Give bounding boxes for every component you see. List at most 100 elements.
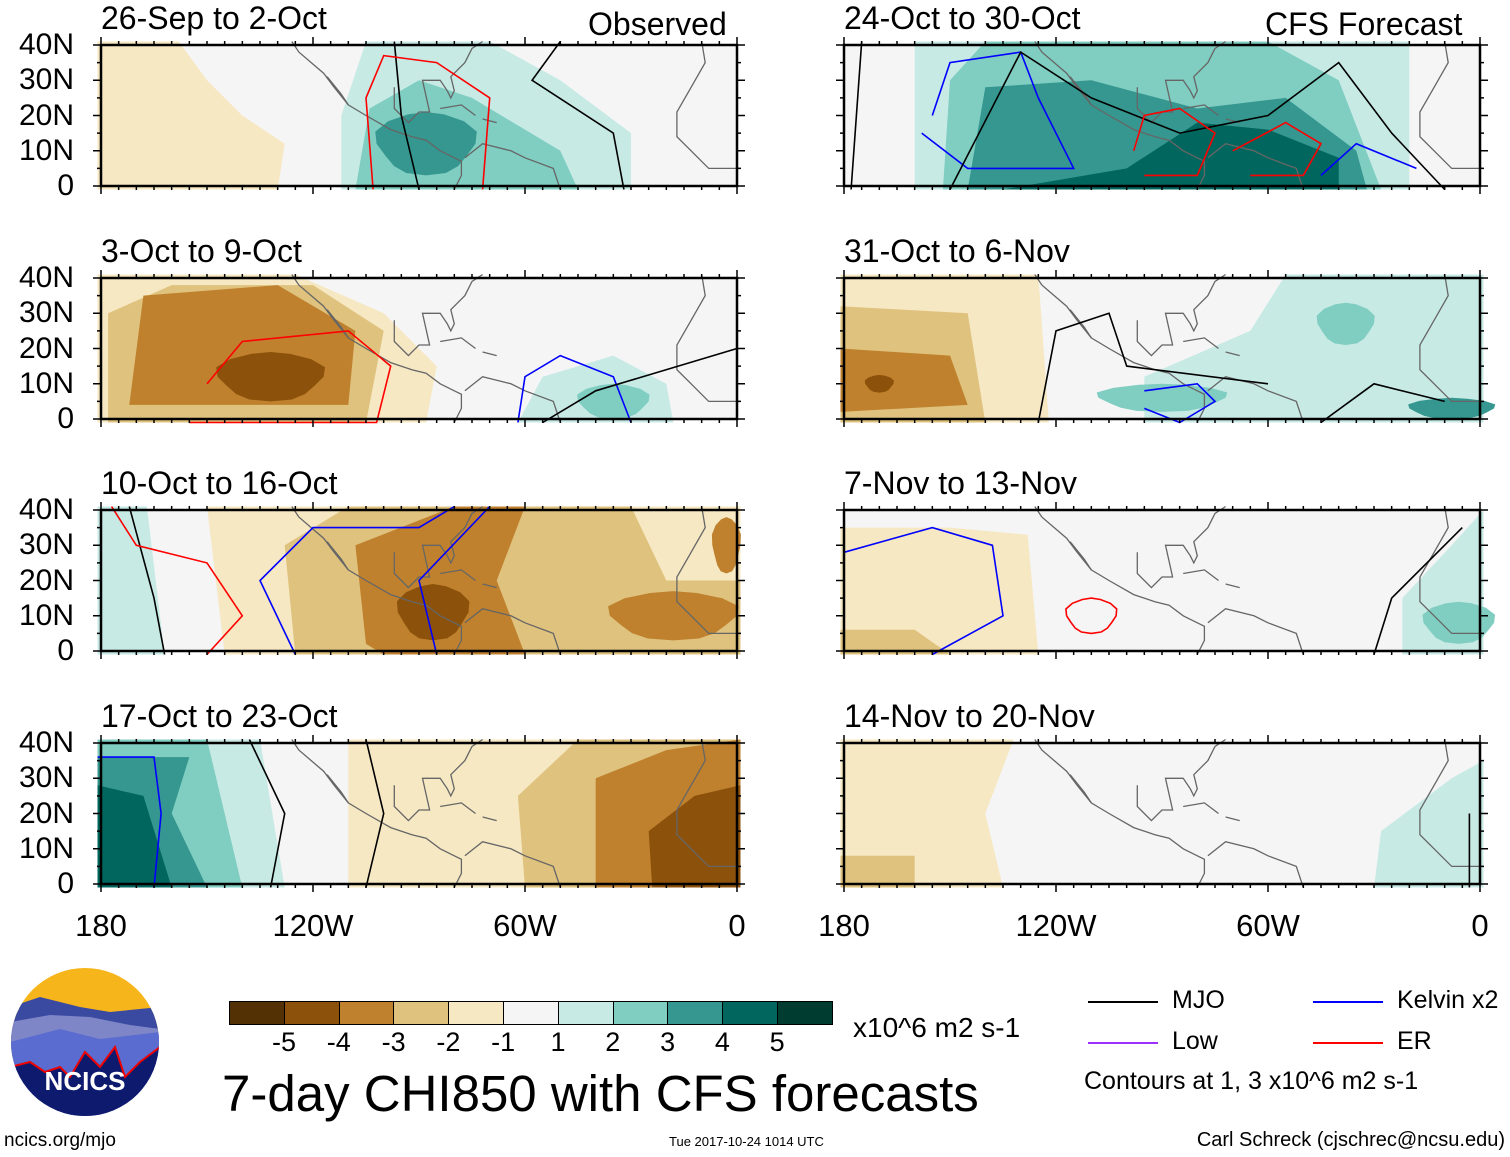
coastline — [393, 273, 483, 357]
coastline — [326, 774, 349, 804]
contour-line — [418, 505, 491, 655]
colorbar-swatch — [557, 1001, 614, 1025]
coastline — [1225, 816, 1240, 822]
y-tick-label: 40N — [18, 493, 74, 526]
coastline — [291, 41, 463, 190]
coastline — [676, 274, 741, 403]
coastline — [1183, 104, 1219, 117]
panel-title: 3-Oct to 9-Oct — [101, 233, 302, 269]
contour-line — [1320, 142, 1417, 176]
coastline — [1136, 505, 1226, 589]
panel-title: 14-Nov to 20-Nov — [844, 698, 1095, 734]
legend-line-mjo — [1088, 1001, 1158, 1003]
chi-fill-region — [648, 785, 741, 888]
coastline — [291, 739, 463, 888]
forecast-label: CFS Forecast — [1265, 6, 1463, 42]
colorbar-label: -2 — [436, 1027, 461, 1057]
chi-fill-region — [840, 739, 1014, 888]
colorbar-swatch — [503, 1001, 559, 1025]
panel-title: 10-Oct to 16-Oct — [101, 465, 338, 501]
map-panel — [836, 735, 1488, 892]
colorbar-swatch — [448, 1001, 504, 1025]
legend-label: ER — [1397, 1027, 1432, 1055]
chi-fill-region — [1144, 274, 1484, 423]
chi-fill-region — [711, 517, 741, 574]
colorbar-label: 5 — [769, 1027, 785, 1057]
coastline — [1225, 583, 1240, 589]
y-tick-label: 10N — [18, 831, 74, 865]
legend-label: MJO — [1172, 986, 1225, 1014]
coastline — [1183, 337, 1219, 350]
x-tick-label: 180 — [818, 908, 870, 943]
map-panel — [93, 502, 745, 659]
legend-line-kelvin-x2 — [1313, 1001, 1383, 1003]
map-svg — [836, 735, 1488, 892]
coastline — [393, 505, 483, 589]
contour-line — [248, 739, 286, 888]
coastline — [326, 309, 349, 339]
y-tick-label: 40N — [18, 726, 74, 759]
contour-line — [843, 526, 1004, 656]
coastline — [393, 40, 483, 124]
map-svg — [93, 37, 745, 194]
y-tick-label: 0 — [57, 634, 74, 667]
panel-title: 7-Nov to 13-Nov — [844, 465, 1077, 501]
x-tick-label: 0 — [728, 908, 746, 943]
coastline — [1069, 774, 1092, 804]
x-tick-label: 60W — [493, 908, 557, 943]
panel-title: 31-Oct to 6-Nov — [844, 233, 1070, 269]
coastline — [1183, 569, 1219, 582]
map-svg — [836, 37, 1488, 194]
colorbar-label: -4 — [326, 1027, 351, 1057]
ncics-logo: NCICS — [10, 967, 160, 1117]
colorbar-swatch — [777, 1001, 833, 1025]
coastline — [1069, 309, 1092, 339]
coastline — [440, 802, 476, 815]
coastline — [440, 337, 476, 350]
contour-line — [1065, 597, 1118, 635]
coastline — [482, 118, 497, 124]
coastline — [482, 583, 497, 589]
contour-line — [542, 347, 738, 424]
map-svg — [93, 735, 745, 892]
contour-line — [97, 756, 162, 888]
legend-label: Low — [1172, 1027, 1218, 1055]
map-panel — [93, 270, 745, 427]
y-tick-label: 30N — [18, 63, 74, 97]
x-tick-label: 60W — [1236, 908, 1300, 943]
colorbar-label: -3 — [381, 1027, 406, 1057]
panel-title: 26-Sep to 2-Oct — [101, 0, 327, 36]
chi-fill-region — [355, 506, 525, 655]
y-tick-label: 20N — [18, 796, 74, 830]
map-panel — [93, 37, 745, 194]
chi-fill-region — [864, 374, 894, 393]
logo-text: NCICS — [45, 1066, 126, 1096]
map-panel — [93, 735, 745, 892]
coastline — [440, 104, 476, 117]
panel-title: 17-Oct to 23-Oct — [101, 698, 338, 734]
x-tick-label: 0 — [1471, 908, 1489, 943]
contour-note: Contours at 1, 3 x10^6 m2 s-1 — [1084, 1067, 1419, 1095]
colorbar-label: 2 — [605, 1027, 621, 1057]
coastline — [393, 738, 483, 822]
coastline — [464, 607, 561, 655]
y-tick-label: 0 — [57, 402, 74, 435]
coastline — [482, 351, 497, 357]
site-url[interactable]: ncics.org/mjo — [4, 1130, 116, 1151]
contour-line — [259, 505, 455, 655]
y-tick-label: 30N — [18, 761, 74, 795]
colorbar-swatch — [667, 1001, 724, 1025]
chi-fill-region — [840, 855, 915, 888]
coastline — [464, 142, 561, 190]
contour-line — [850, 41, 863, 190]
coastline — [1207, 607, 1304, 655]
colorbar-label: 4 — [714, 1027, 730, 1057]
contour-line — [1232, 121, 1323, 177]
map-panel — [836, 37, 1488, 194]
map-svg — [836, 270, 1496, 427]
coastline — [326, 541, 349, 571]
chi-fill-region — [1408, 397, 1496, 419]
map-svg — [93, 502, 745, 659]
coastline — [1069, 541, 1092, 571]
